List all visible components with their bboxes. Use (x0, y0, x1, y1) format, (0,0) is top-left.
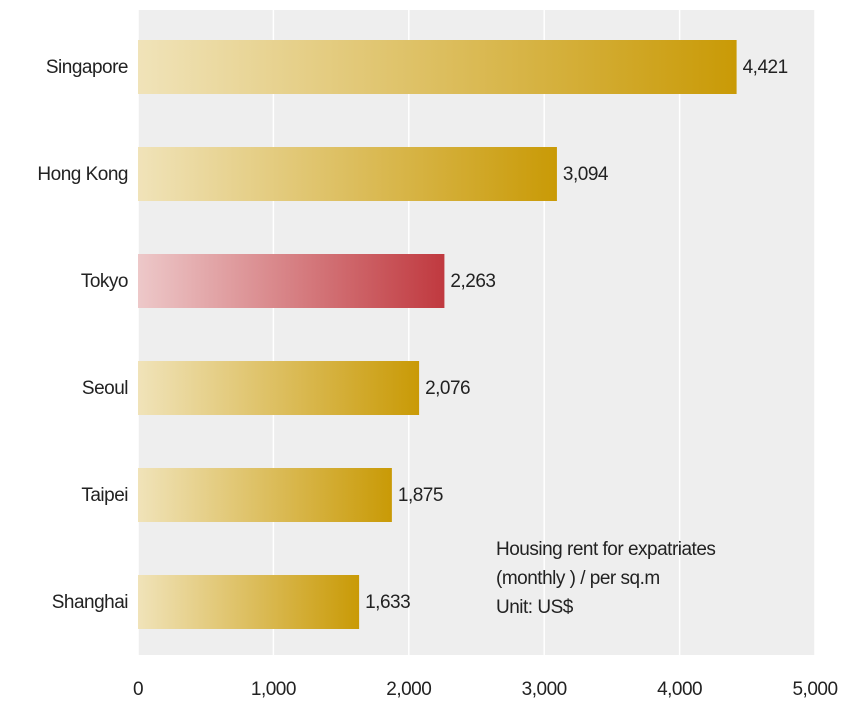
x-tick-label: 2,000 (386, 679, 431, 700)
value-label: 2,076 (425, 378, 470, 399)
x-tick-label: 0 (133, 679, 143, 700)
y-tick-label: Shanghai (52, 592, 128, 613)
value-label: 4,421 (743, 57, 788, 78)
value-label: 1,875 (398, 485, 443, 506)
value-label: 2,263 (450, 271, 495, 292)
y-tick-label: Singapore (46, 57, 128, 78)
y-tick-label: Seoul (82, 378, 128, 399)
annotation: (monthly ) / per sq.m (496, 568, 660, 589)
bar (138, 40, 737, 94)
x-tick-label: 4,000 (657, 679, 702, 700)
y-tick-label: Tokyo (81, 271, 128, 292)
bar (138, 254, 445, 308)
x-tick-label: 5,000 (792, 679, 837, 700)
annotation: Unit: US$ (496, 597, 574, 618)
x-tick-label: 3,000 (522, 679, 567, 700)
y-tick-label: Hong Kong (37, 164, 128, 185)
value-label: 1,633 (365, 592, 410, 613)
x-tick-label: 1,000 (251, 679, 296, 700)
plot-background (138, 10, 815, 655)
y-tick-label: Taipei (81, 485, 128, 506)
bar (138, 361, 420, 415)
bar (138, 575, 360, 629)
annotation: Housing rent for expatriates (496, 539, 715, 560)
bar (138, 147, 557, 201)
bar (138, 468, 392, 522)
value-label: 3,094 (563, 164, 609, 185)
